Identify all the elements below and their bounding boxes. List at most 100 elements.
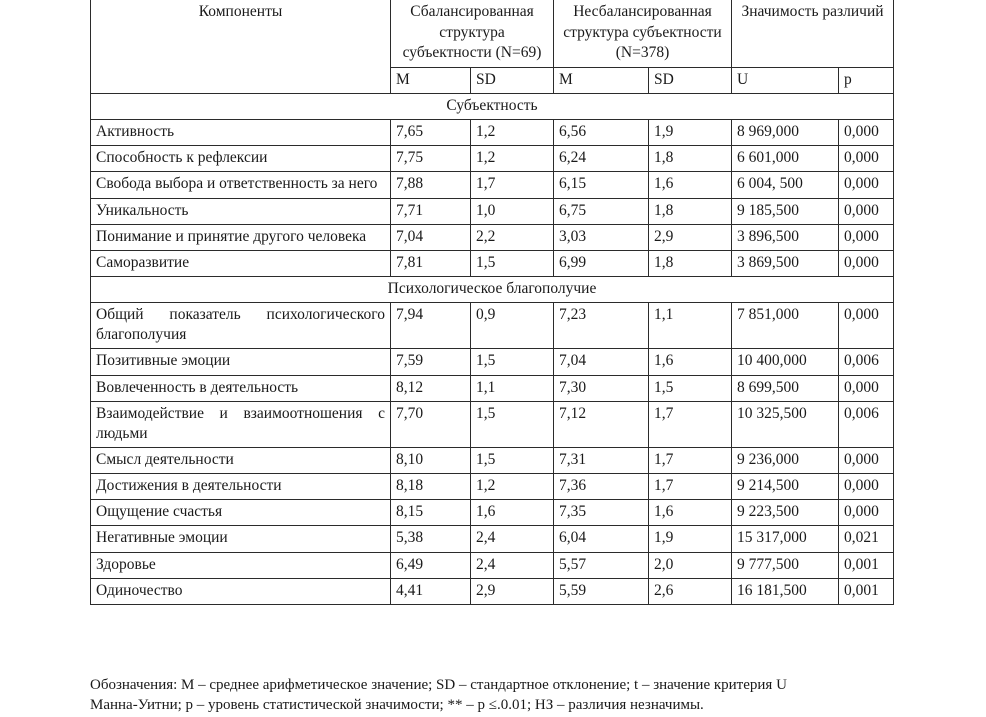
cell-u-statistic: 16 181,500 [731,577,839,605]
cell-m-balanced: 8,15 [390,499,471,527]
cell-m-balanced: 7,04 [390,223,471,251]
cell-sd-balanced: 1,5 [470,348,554,376]
cell-m-balanced: 7,59 [390,348,471,376]
cell-m-balanced: 7,75 [390,145,471,173]
cell-component: Саморазвитие [90,249,391,277]
cell-m-unbalanced: 7,31 [553,446,649,475]
statistics-table: Компоненты Сбалансированная структура су… [90,0,894,605]
cell-u-statistic: 9 223,500 [731,499,839,527]
cell-m-unbalanced: 6,99 [553,249,649,277]
cell-u-statistic: 10 325,500 [731,400,839,448]
cell-sd-unbalanced: 2,0 [648,551,732,579]
cell-m-unbalanced: 6,24 [553,145,649,173]
cell-p-value: 0,006 [838,348,894,376]
cell-component: Свобода выбора и ответственность за него [90,171,391,199]
cell-p-value: 0,001 [838,551,894,579]
cell-sd-unbalanced: 2,6 [648,577,732,605]
note-line-2: Манна-Уитни; p – уровень статистической … [90,696,704,713]
cell-m-unbalanced: 6,15 [553,171,649,199]
table-row: Взаимодействие и взаимоотношения с людьм… [90,400,894,448]
table-row: Активность 7,65 1,2 6,56 1,9 8 969,000 0,000 [90,119,894,147]
cell-sd-balanced: 1,0 [470,197,554,225]
cell-sd-unbalanced: 1,6 [648,171,732,199]
cell-sd-unbalanced: 1,9 [648,525,732,553]
cell-sd-unbalanced: 1,8 [648,145,732,173]
cell-u-statistic: 9 777,500 [731,551,839,579]
cell-p-value: 0,000 [838,171,894,199]
cell-m-unbalanced: 7,35 [553,499,649,527]
cell-p-value: 0,021 [838,525,894,553]
header-row-subcolumns: M SD M SD U p [91,66,894,94]
section-title: Психологическое благополучие [90,275,894,304]
cell-u-statistic: 3 869,500 [731,249,839,277]
header-sd-balanced: SD [470,66,554,94]
cell-m-balanced: 8,12 [390,374,471,402]
cell-sd-unbalanced: 1,1 [648,302,732,350]
cell-sd-balanced: 2,2 [470,223,554,251]
cell-u-statistic: 8 969,000 [731,119,839,147]
cell-p-value: 0,000 [838,302,894,350]
table-row: Достижения в деятельности 8,18 1,2 7,36 1,7 9… [90,473,894,501]
cell-p-value: 0,000 [838,197,894,225]
cell-component: Взаимодействие и взаимоотношения с людьм… [90,400,391,448]
table-row: Уникальность 7,71 1,0 6,75 1,8 9 185,500 0,000 [90,197,894,225]
cell-m-balanced: 7,71 [390,197,471,225]
cell-component: Понимание и принятие другого человека [90,223,391,251]
cell-u-statistic: 9 214,500 [731,473,839,501]
table-row: Позитивные эмоции 7,59 1,5 7,04 1,6 10 400,00… [90,348,894,376]
cell-m-unbalanced: 3,03 [553,223,649,251]
cell-sd-balanced: 2,9 [470,577,554,605]
cell-m-unbalanced: 7,23 [553,302,649,350]
cell-m-balanced: 7,81 [390,249,471,277]
cell-component: Здоровье [90,551,391,579]
cell-p-value: 0,006 [838,400,894,448]
table-row: Смысл деятельности 8,10 1,5 7,31 1,7 9 236,00… [90,446,894,475]
cell-u-statistic: 6 004, 500 [731,171,839,199]
cell-p-value: 0,000 [838,446,894,475]
table-row: Негативные эмоции 5,38 2,4 6,04 1,9 15 317,00… [90,525,894,553]
cell-component: Общий показатель психологического благоп… [90,302,391,350]
cell-m-unbalanced: 7,12 [553,400,649,448]
cell-m-unbalanced: 6,56 [553,119,649,147]
table-row: Саморазвитие 7,81 1,5 6,99 1,8 3 869,500 0,000 [90,249,894,277]
cell-p-value: 0,000 [838,119,894,147]
header-m-balanced: M [390,66,471,94]
cell-u-statistic: 3 896,500 [731,223,839,251]
cell-component: Достижения в деятельности [90,473,391,501]
cell-m-balanced: 8,18 [390,473,471,501]
cell-m-balanced: 7,65 [390,119,471,147]
cell-u-statistic: 7 851,000 [731,302,839,350]
cell-m-unbalanced: 6,04 [553,525,649,553]
cell-component: Вовлеченность в деятельность [90,374,391,402]
cell-u-statistic: 9 236,000 [731,446,839,475]
section-header-row: Психологическое благополучие [90,275,894,304]
cell-m-unbalanced: 7,04 [553,348,649,376]
cell-sd-unbalanced: 1,8 [648,197,732,225]
header-m-unbalanced: M [553,66,649,94]
cell-m-balanced: 7,94 [390,302,471,350]
cell-sd-balanced: 1,2 [470,473,554,501]
table-note: Обозначения: M – среднее арифметическое … [90,676,896,716]
cell-m-balanced: 7,70 [390,400,471,448]
table-row: Свобода выбора и ответственность за него… [90,171,894,199]
cell-u-statistic: 10 400,000 [731,348,839,376]
cell-component: Способность к рефлексии [90,145,391,173]
cell-sd-unbalanced: 1,8 [648,249,732,277]
section-header-row: Субъектность [90,92,894,121]
cell-u-statistic: 15 317,000 [731,525,839,553]
cell-p-value: 0,001 [838,577,894,605]
cell-sd-unbalanced: 1,9 [648,119,732,147]
cell-component: Уникальность [90,197,391,225]
cell-p-value: 0,000 [838,249,894,277]
cell-m-balanced: 5,38 [390,525,471,553]
cell-component: Ощущение счастья [90,499,391,527]
cell-sd-unbalanced: 1,6 [648,348,732,376]
cell-m-balanced: 4,41 [390,577,471,605]
cell-p-value: 0,000 [838,223,894,251]
cell-u-statistic: 8 699,500 [731,374,839,402]
cell-sd-balanced: 1,6 [470,499,554,527]
header-row-groups: Компоненты Сбалансированная структура су… [90,0,894,94]
header-group-unbalanced: Несбалансированная структура субъектност… [553,0,732,68]
header-group-significance: Значимость различий [731,0,894,68]
